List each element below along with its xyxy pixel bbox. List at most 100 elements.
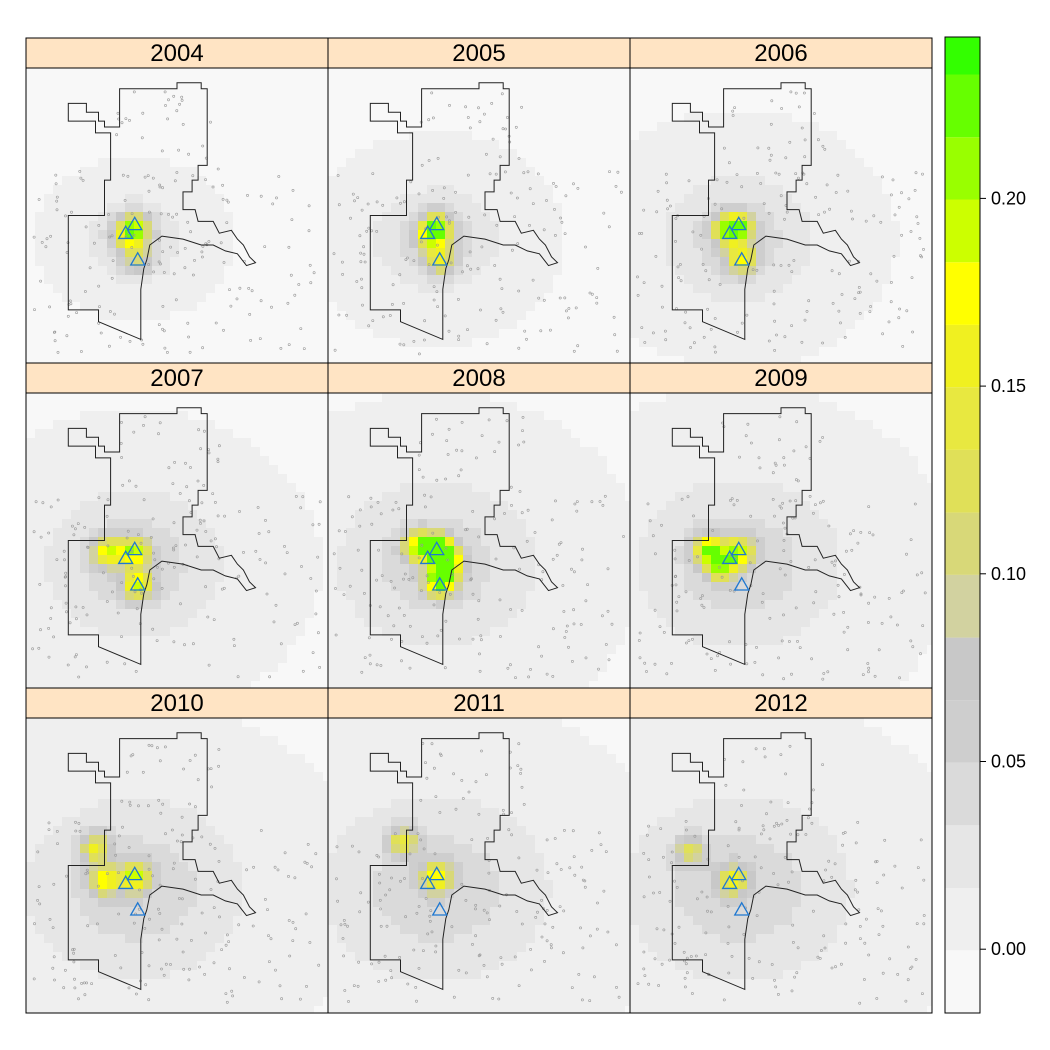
density-cell <box>409 185 418 194</box>
density-cell <box>355 167 364 176</box>
density-cell <box>364 248 373 257</box>
density-cell <box>472 275 481 284</box>
density-cell <box>215 663 224 672</box>
event-point <box>713 345 717 349</box>
density-cell <box>508 293 517 302</box>
density-cell <box>571 627 580 636</box>
density-cell <box>71 266 80 275</box>
density-cell <box>738 338 747 347</box>
event-points <box>332 91 623 356</box>
density-cell <box>526 546 535 555</box>
event-point <box>41 501 45 505</box>
density-cell <box>98 212 107 221</box>
density-cell <box>738 456 747 465</box>
density-cell <box>134 591 143 600</box>
density-cell <box>616 573 625 582</box>
density-cell <box>765 429 774 438</box>
density-cell <box>296 537 305 546</box>
density-cell <box>391 591 400 600</box>
density-cell <box>711 501 720 510</box>
density-cell <box>98 456 107 465</box>
density-cell <box>125 302 134 311</box>
density-cell <box>89 221 98 230</box>
event-point <box>134 484 138 488</box>
density-cell <box>80 302 89 311</box>
density-cell <box>639 636 648 645</box>
density-cell <box>616 555 625 564</box>
density-cell <box>161 564 170 573</box>
density-cell <box>382 618 391 627</box>
density-cell <box>62 618 71 627</box>
density-cell <box>355 654 364 663</box>
event-point <box>689 346 693 349</box>
density-cell <box>720 465 729 474</box>
density-cell <box>35 212 44 221</box>
event-point <box>143 175 147 179</box>
density-cell <box>152 176 161 185</box>
density-cell <box>801 311 810 320</box>
density-cell <box>526 672 535 681</box>
density-cell <box>535 474 544 483</box>
density-cell <box>170 411 179 420</box>
density-cell <box>215 537 224 546</box>
density-cell <box>134 672 143 681</box>
density-cell <box>346 239 355 248</box>
event-point <box>213 537 217 541</box>
event-point <box>767 146 771 150</box>
density-cell <box>625 546 630 555</box>
density-cell <box>765 113 774 122</box>
density-cell <box>481 537 490 546</box>
density-cell <box>828 176 837 185</box>
density-cell <box>287 600 296 609</box>
density-cell <box>693 347 702 356</box>
density-cell <box>179 302 188 311</box>
density-cell <box>783 275 792 284</box>
density-cell <box>684 402 693 411</box>
event-point <box>584 599 588 603</box>
event-point <box>200 250 204 254</box>
density-cell <box>224 600 233 609</box>
event-point <box>173 179 177 183</box>
density-cell <box>571 528 580 537</box>
density-cell <box>152 528 161 537</box>
density-cell <box>810 176 819 185</box>
density-cell <box>251 447 260 456</box>
density-cell <box>233 447 242 456</box>
event-point <box>800 340 804 344</box>
density-cell <box>445 420 454 429</box>
event-point <box>120 121 124 125</box>
density-cell <box>553 420 562 429</box>
density-cell <box>188 645 197 654</box>
event-point <box>389 580 393 583</box>
density-cell <box>116 609 125 618</box>
density-cell <box>98 284 107 293</box>
density-cell <box>328 257 337 266</box>
density-cell <box>62 483 71 492</box>
density-cell <box>720 402 729 411</box>
density-cell <box>819 131 828 140</box>
density-cell <box>657 140 666 149</box>
density-cell <box>215 609 224 618</box>
event-point <box>435 478 439 482</box>
event-point <box>777 172 781 176</box>
density-cell <box>98 519 107 528</box>
density-cell <box>382 465 391 474</box>
density-cell <box>44 528 53 537</box>
density-cell <box>116 654 125 663</box>
density-cell <box>684 528 693 537</box>
event-point <box>788 140 792 144</box>
density-cell <box>409 194 418 203</box>
city-boundary <box>369 407 559 666</box>
density-cell <box>693 519 702 528</box>
density-cell <box>747 167 756 176</box>
density-cell <box>684 429 693 438</box>
density-cell <box>427 140 436 149</box>
density-cell <box>819 230 828 239</box>
density-cell <box>481 140 490 149</box>
event-point <box>180 99 184 102</box>
event-point <box>246 193 249 197</box>
event-point <box>65 334 69 338</box>
density-cell <box>382 194 391 203</box>
density-cell <box>729 429 738 438</box>
density-cell <box>328 239 337 248</box>
